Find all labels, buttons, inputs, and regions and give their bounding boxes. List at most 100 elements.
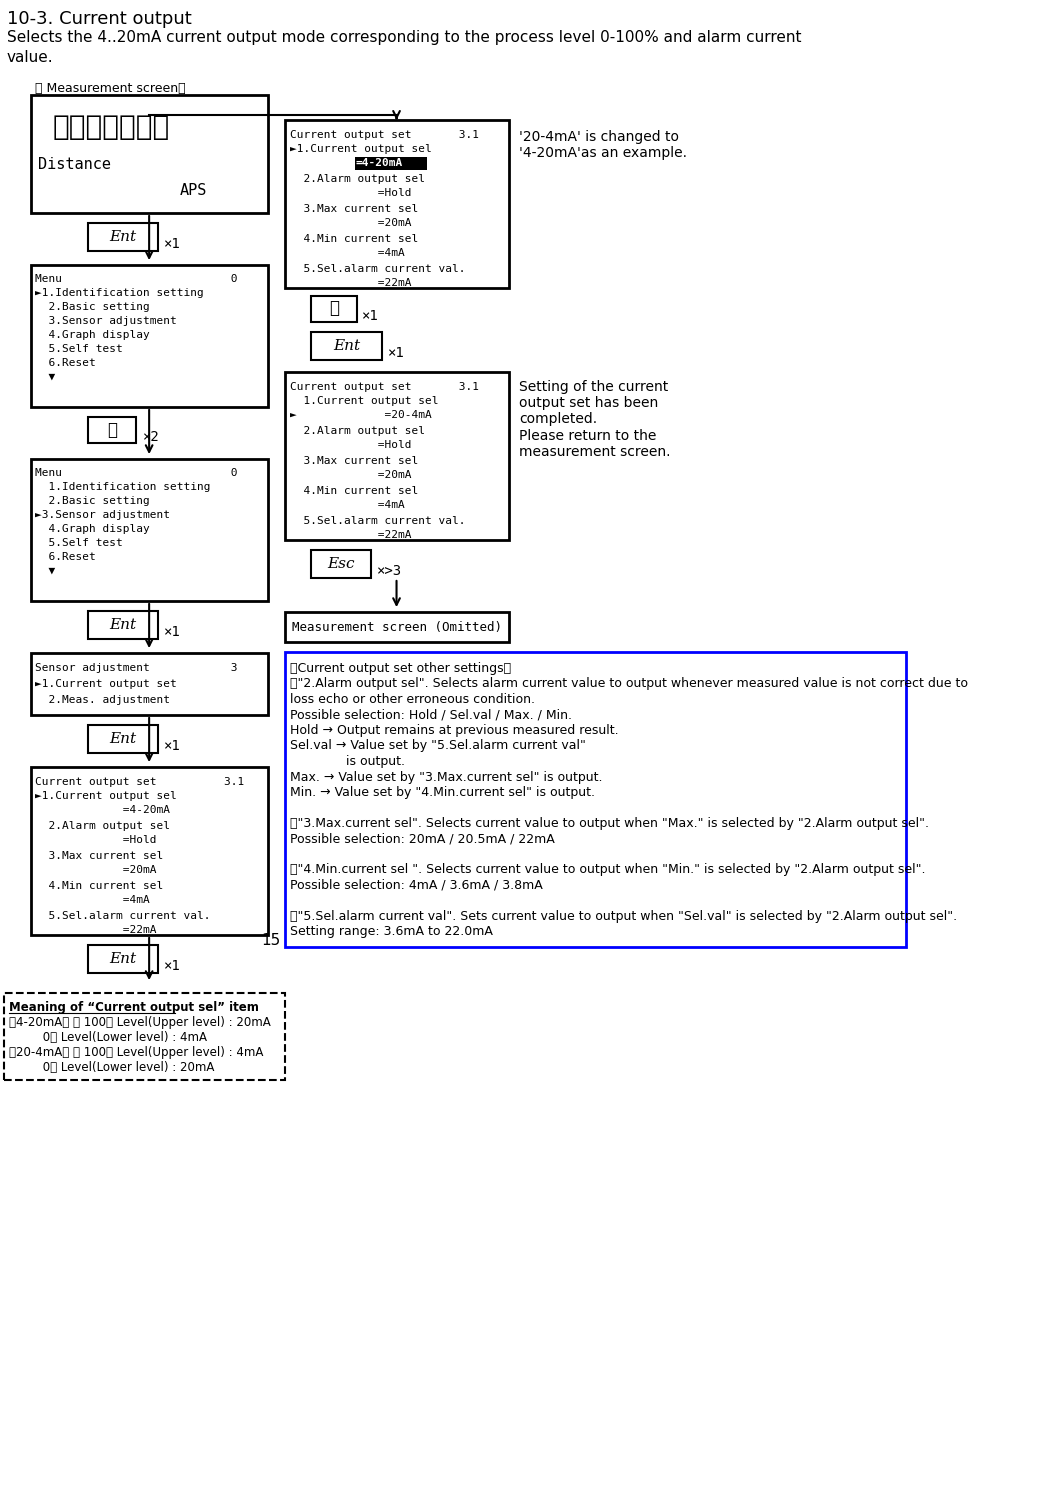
Text: 5.Sel.alarm current val.: 5.Sel.alarm current val.: [289, 265, 465, 274]
Text: ×1: ×1: [164, 959, 181, 974]
Text: 4.Min current sel: 4.Min current sel: [289, 234, 417, 243]
Text: 2.Alarm output sel: 2.Alarm output sel: [35, 821, 170, 832]
Bar: [30, 767, 268, 934]
Text: Possible selection: 4mA / 3.6mA / 3.8mA: Possible selection: 4mA / 3.6mA / 3.8mA: [290, 878, 543, 892]
Text: 2.Alarm output sel: 2.Alarm output sel: [289, 174, 425, 184]
Text: ×1: ×1: [164, 237, 181, 251]
Text: Ent: Ent: [109, 618, 136, 632]
Text: Ent: Ent: [109, 732, 136, 745]
Bar: [311, 550, 371, 578]
Text: Ent: Ent: [109, 953, 136, 966]
Text: 2.Basic setting: 2.Basic setting: [35, 302, 150, 311]
Text: 2.Meas. adjustment: 2.Meas. adjustment: [35, 696, 170, 705]
Text: =4mA: =4mA: [289, 500, 404, 510]
Text: =Hold: =Hold: [289, 187, 411, 198]
Text: 15: 15: [261, 933, 281, 948]
Text: 0％ Level(Lower level) : 20mA: 0％ Level(Lower level) : 20mA: [8, 1061, 214, 1074]
Bar: [87, 222, 158, 251]
Text: Max. → Value set by "3.Max.current sel" is output.: Max. → Value set by "3.Max.current sel" …: [290, 771, 603, 783]
Text: Current output set       3.1: Current output set 3.1: [289, 383, 479, 392]
Bar: [87, 611, 158, 640]
Text: 2.Basic setting: 2.Basic setting: [35, 496, 150, 507]
Text: =22mA: =22mA: [289, 278, 411, 287]
Text: ×1: ×1: [164, 739, 181, 753]
Text: APS: APS: [180, 183, 207, 198]
Text: Distance: Distance: [37, 157, 110, 172]
Text: ＋: ＋: [329, 301, 339, 318]
Bar: [30, 95, 268, 213]
Text: =20mA: =20mA: [35, 865, 156, 875]
Text: =4-20mA: =4-20mA: [355, 157, 403, 168]
Text: =20mA: =20mA: [289, 470, 411, 479]
Bar: [4, 993, 285, 1080]
Bar: [311, 296, 357, 322]
Bar: [30, 653, 268, 715]
Text: ・"4.Min.current sel ". Selects current value to output when "Min." is selected b: ・"4.Min.current sel ". Selects current v…: [290, 863, 925, 877]
Text: ・"2.Alarm output sel". Selects alarm current value to output whenever measured v: ・"2.Alarm output sel". Selects alarm cur…: [290, 677, 968, 691]
Text: ►3.Sensor adjustment: ►3.Sensor adjustment: [35, 510, 170, 520]
Bar: [30, 460, 268, 600]
Text: =22mA: =22mA: [35, 925, 156, 934]
Text: ×1: ×1: [164, 624, 181, 640]
Text: 4-20mA、 ＝ 100％ Level(Upper level) : 20mA: 4-20mA、 ＝ 100％ Level(Upper level) : 20mA: [8, 1016, 271, 1030]
Text: 4.Graph display: 4.Graph display: [35, 330, 150, 340]
Text: ・"3.Max.current sel". Selects current value to output when "Max." is selected by: ・"3.Max.current sel". Selects current va…: [290, 816, 930, 830]
Bar: [311, 333, 382, 360]
Bar: [355, 157, 427, 169]
Text: =20mA: =20mA: [289, 218, 411, 228]
Text: ►             =20-4mA: ► =20-4mA: [289, 410, 431, 420]
Text: 10-3. Current output: 10-3. Current output: [7, 11, 192, 29]
Text: 5.Sel.alarm current val.: 5.Sel.alarm current val.: [35, 912, 210, 921]
Text: 5.Self test: 5.Self test: [35, 345, 123, 354]
Bar: [87, 417, 136, 443]
Text: =22mA: =22mA: [289, 531, 411, 540]
Text: =4-20mA: =4-20mA: [35, 804, 170, 815]
Text: 20-4mA、 ＝ 100％ Level(Upper level) : 4mA: 20-4mA、 ＝ 100％ Level(Upper level) : 4mA: [8, 1046, 263, 1058]
Text: 3.Max current sel: 3.Max current sel: [35, 851, 163, 860]
Text: ・"5.Sel.alarm current val". Sets current value to output when "Sel.val" is selec: ・"5.Sel.alarm current val". Sets current…: [290, 910, 958, 922]
Text: '20-4mA' is changed to
'4-20mA'as an example.: '20-4mA' is changed to '4-20mA'as an exa…: [519, 130, 687, 160]
Text: 6.Reset: 6.Reset: [35, 552, 96, 562]
Text: Possible selection: 20mA / 20.5mA / 22mA: Possible selection: 20mA / 20.5mA / 22mA: [290, 833, 555, 845]
Bar: [87, 945, 158, 974]
Text: 3.Sensor adjustment: 3.Sensor adjustment: [35, 316, 177, 327]
Text: 4.Graph display: 4.Graph display: [35, 525, 150, 534]
Text: Menu                         0: Menu 0: [35, 274, 237, 284]
Text: Sensor adjustment            3: Sensor adjustment 3: [35, 662, 237, 673]
Text: １２．３４５ｍ: １２．３４５ｍ: [53, 113, 170, 141]
Text: ►1.Current output set: ►1.Current output set: [35, 679, 177, 689]
Text: Current output set       3.1: Current output set 3.1: [289, 130, 479, 141]
Bar: [87, 724, 158, 753]
Bar: [30, 265, 268, 407]
Bar: [285, 652, 907, 947]
Text: 《 Measurement screen》: 《 Measurement screen》: [35, 82, 185, 95]
Text: loss echo or other erroneous condition.: loss echo or other erroneous condition.: [290, 692, 535, 706]
Text: ×1: ×1: [387, 346, 405, 360]
Text: 2.Alarm output sel: 2.Alarm output sel: [289, 426, 425, 435]
Text: ×>3: ×>3: [377, 564, 403, 578]
Text: Selects the 4..20mA current output mode corresponding to the process level 0-100: Selects the 4..20mA current output mode …: [7, 30, 802, 45]
Text: is output.: is output.: [290, 754, 405, 768]
Bar: [285, 372, 509, 540]
Text: Setting of the current
output set has been
completed.
Please return to the
measu: Setting of the current output set has be…: [519, 380, 670, 458]
Text: Ent: Ent: [109, 230, 136, 243]
Bar: [285, 119, 509, 287]
Text: =4mA: =4mA: [289, 248, 404, 259]
Text: ►1.Current output sel: ►1.Current output sel: [35, 791, 177, 801]
Text: Sel.val → Value set by "5.Sel.alarm current val": Sel.val → Value set by "5.Sel.alarm curr…: [290, 739, 586, 753]
Text: 3.Max current sel: 3.Max current sel: [289, 457, 417, 466]
Text: Setting range: 3.6mA to 22.0mA: Setting range: 3.6mA to 22.0mA: [290, 925, 493, 939]
Text: 0％ Level(Lower level) : 4mA: 0％ Level(Lower level) : 4mA: [8, 1031, 207, 1043]
Text: ▼: ▼: [35, 565, 55, 576]
Text: 5.Self test: 5.Self test: [35, 538, 123, 547]
Text: Ent: Ent: [333, 339, 360, 352]
Text: Current output set          3.1: Current output set 3.1: [35, 777, 245, 788]
Text: Measurement screen (Omitted): Measurement screen (Omitted): [291, 620, 502, 634]
Text: 【Current output set other settings】: 【Current output set other settings】: [290, 662, 511, 674]
Text: ＋: ＋: [107, 422, 117, 438]
Text: 4.Min current sel: 4.Min current sel: [289, 485, 417, 496]
Text: ×2: ×2: [143, 429, 159, 445]
Text: =4mA: =4mA: [35, 895, 150, 906]
Text: 3.Max current sel: 3.Max current sel: [289, 204, 417, 215]
Text: 1.Identification setting: 1.Identification setting: [35, 482, 210, 491]
